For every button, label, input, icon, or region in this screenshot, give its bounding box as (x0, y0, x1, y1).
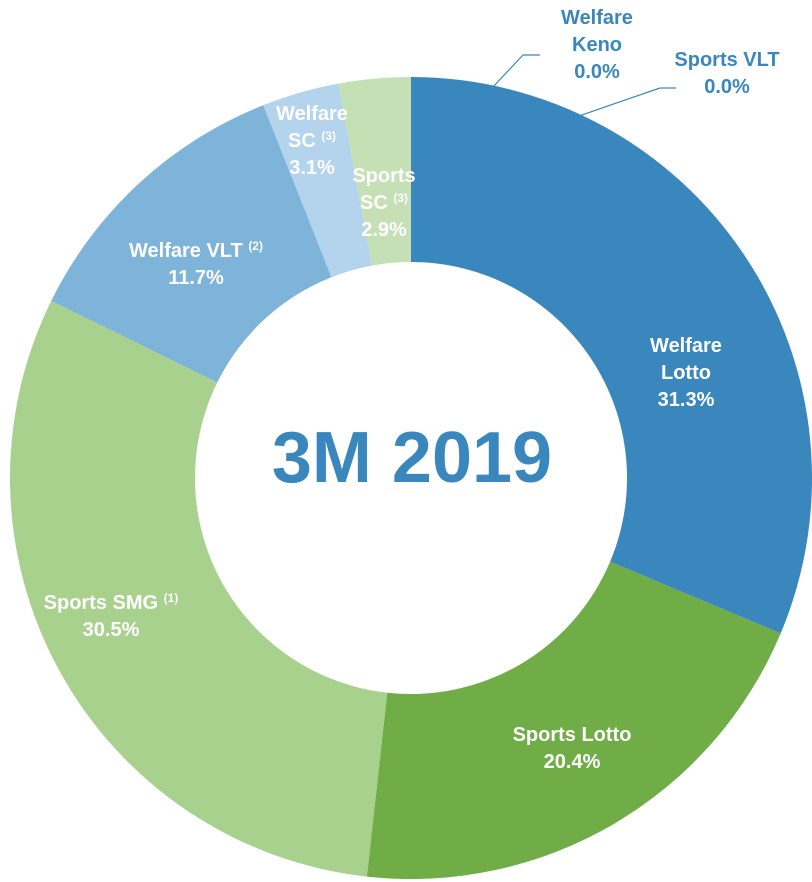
data-label: Welfare VLT (2) 11.7% (86, 238, 306, 292)
data-label: Sports Lotto 20.4% (462, 722, 682, 776)
label-value: 30.5% (82, 619, 140, 641)
segment (51, 105, 332, 383)
data-label: Welfare Lotto 31.3% (631, 333, 741, 414)
label-note: (3) (393, 191, 409, 205)
segment (338, 77, 411, 266)
leader-line (414, 54, 524, 171)
leader-line (416, 87, 661, 173)
label-note: (2) (248, 239, 263, 253)
label-name: Welfare Keno (561, 7, 633, 56)
label-note: (1) (163, 591, 179, 605)
label-value: 20.4% (543, 751, 601, 773)
label-name: Welfare SC (276, 103, 348, 152)
center-text: 3M 2019 (271, 418, 553, 498)
label-value: 11.7% (168, 267, 224, 289)
label-value: 0.0% (574, 61, 620, 83)
label-value: 3.1% (289, 157, 335, 179)
data-label: Welfare SC (3) 3.1% (265, 101, 360, 182)
label-name: Sports VLT (674, 49, 780, 71)
data-label: Sports SC (3) 2.9% (337, 163, 432, 244)
label-name: Sports SC (352, 165, 416, 214)
segment (366, 561, 781, 880)
data-label: Welfare Keno 0.0% (542, 5, 652, 86)
label-note: (3) (321, 129, 337, 143)
data-label: Sports VLT 0.0% (672, 47, 782, 101)
label-name: Sports SMG (43, 592, 159, 614)
data-label: Sports SMG (1) 30.5% (1, 590, 221, 644)
label-value: 0.0% (704, 76, 750, 98)
label-value: 2.9% (361, 219, 407, 241)
label-name: Welfare VLT (129, 240, 243, 262)
segment (263, 83, 372, 278)
label-name: Welfare Lotto (650, 335, 722, 384)
segment (9, 300, 388, 877)
label-value: 31.3% (657, 389, 715, 411)
segment (411, 77, 812, 634)
label-name: Sports Lotto (512, 724, 632, 746)
